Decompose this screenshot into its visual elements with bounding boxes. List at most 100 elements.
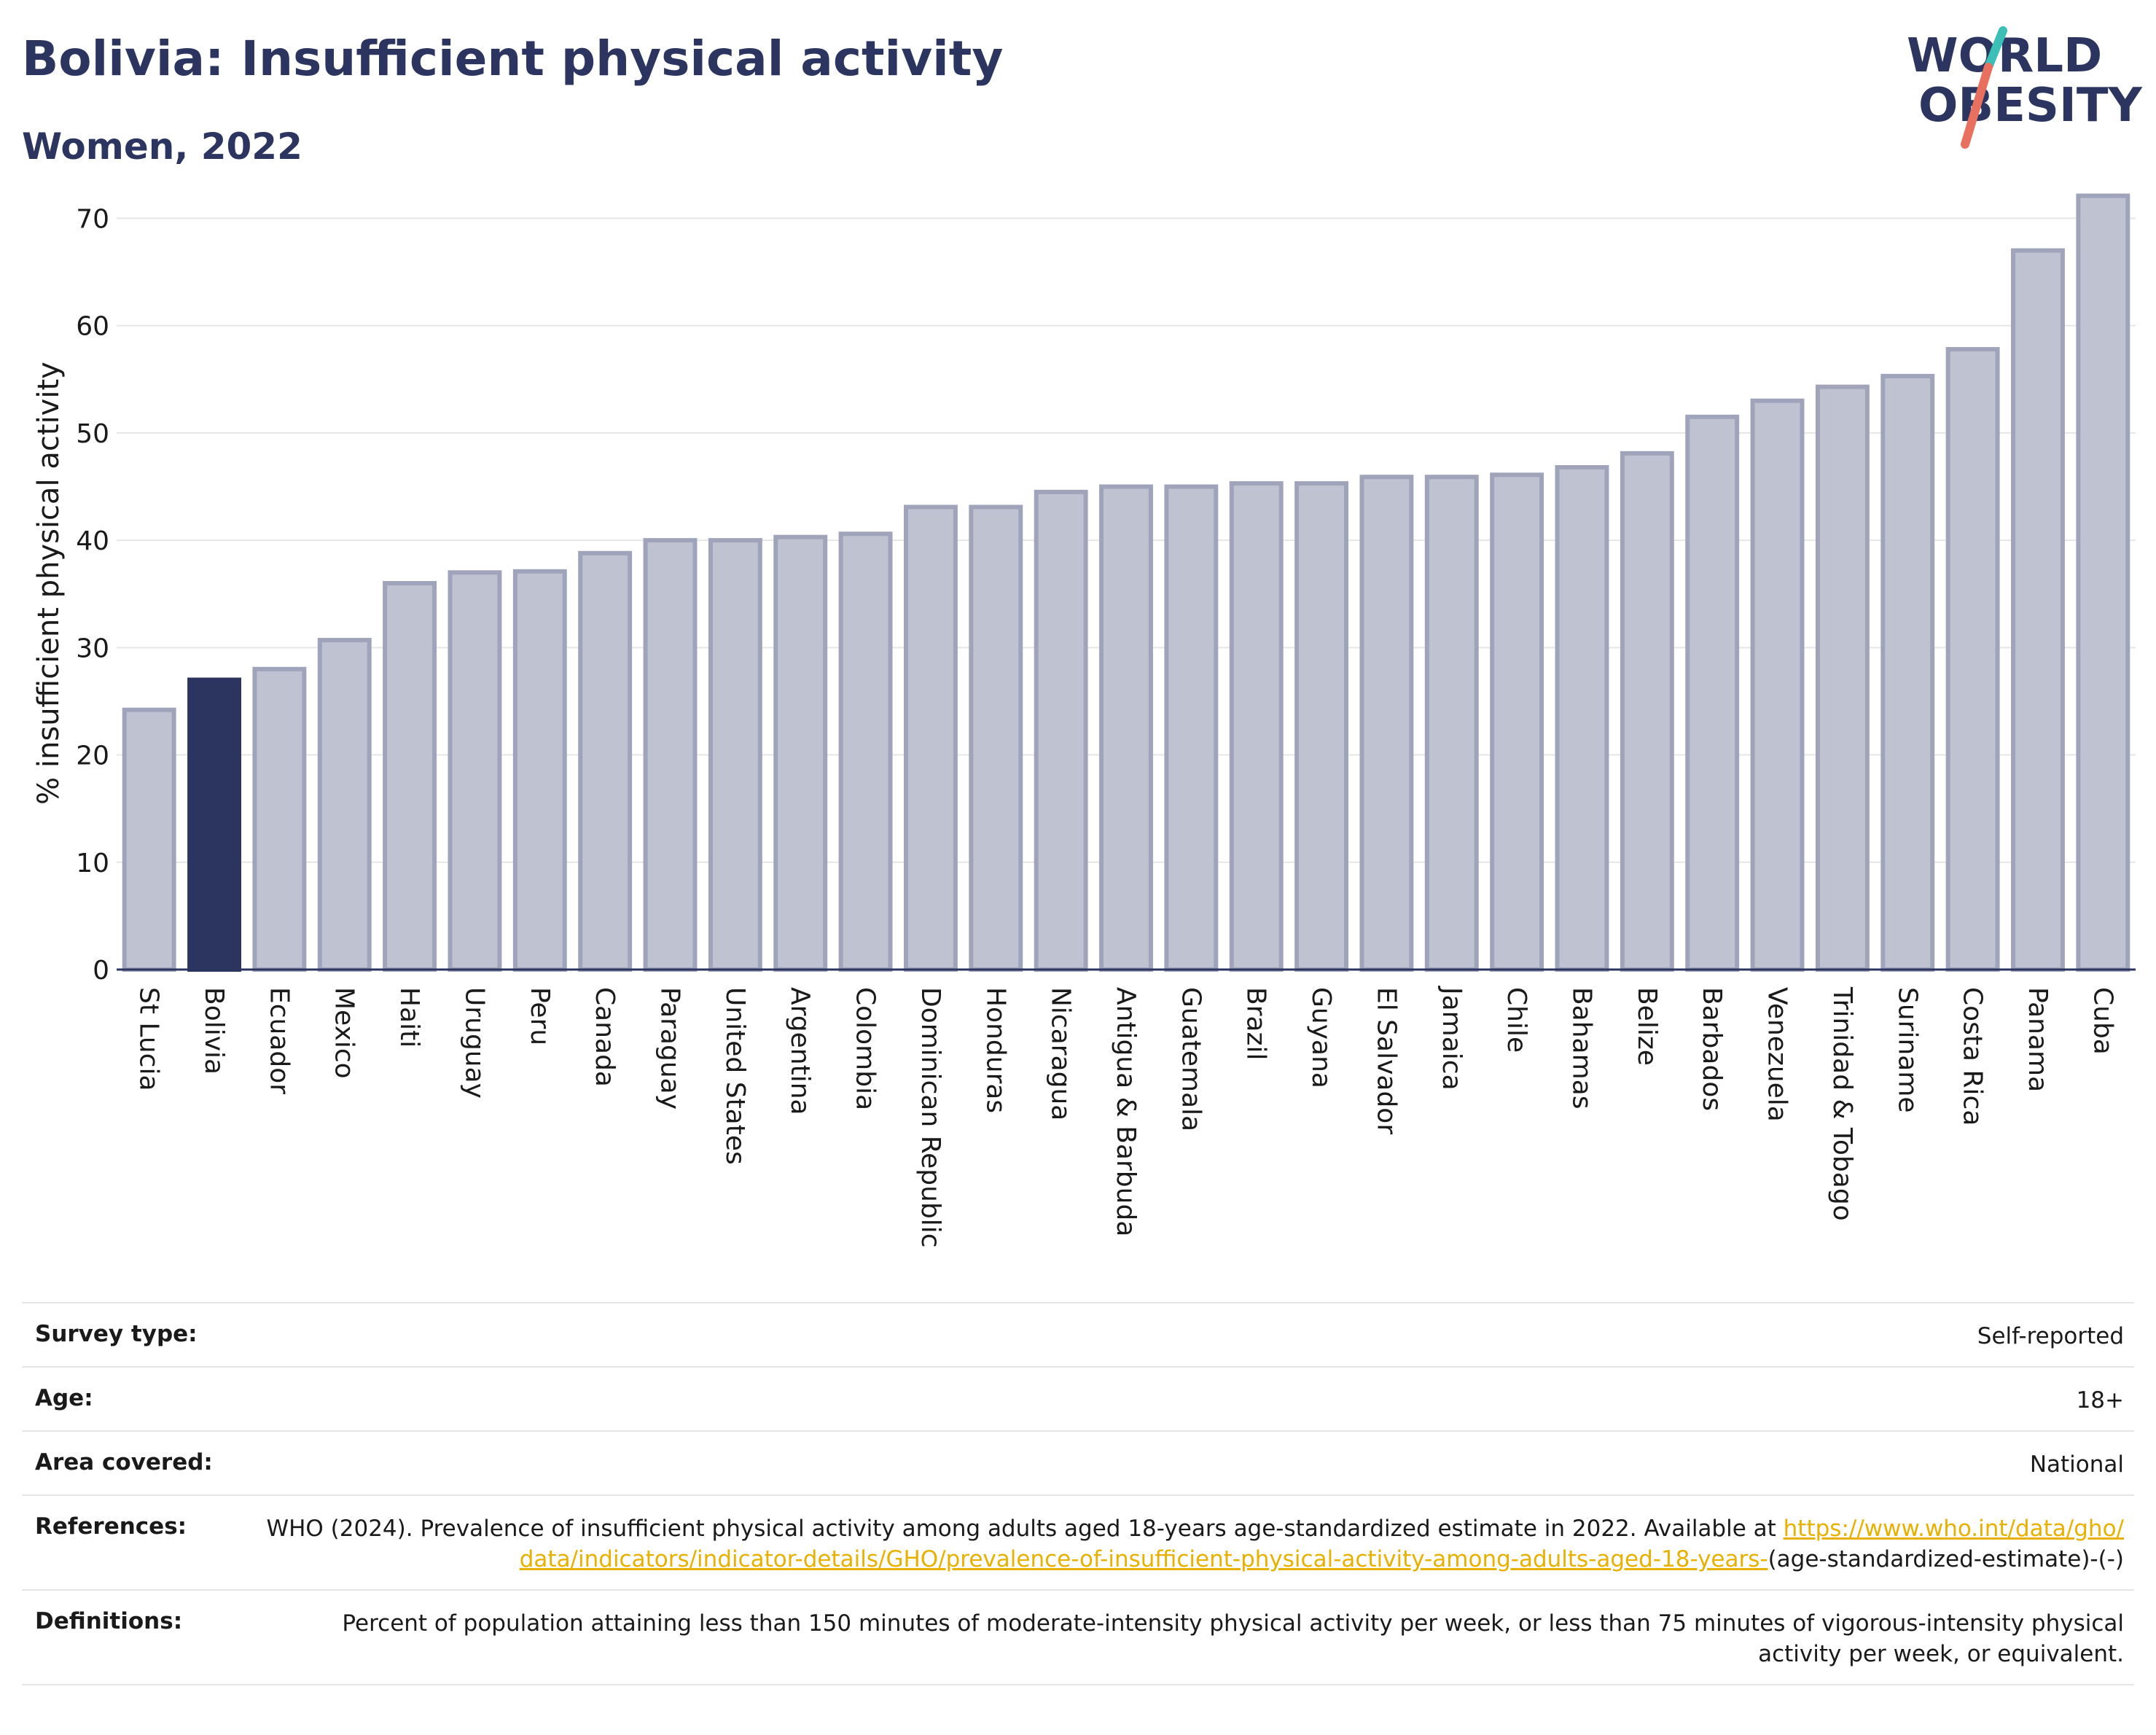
- logo-slash-teal: [1984, 26, 2007, 71]
- bar: [1294, 481, 1349, 972]
- definitions-value: Percent of population attaining less tha…: [342, 1610, 2124, 1667]
- bar: [969, 504, 1023, 972]
- x-category-label: Nicaragua: [1046, 987, 1076, 1120]
- x-category-label: St Lucia: [134, 987, 164, 1091]
- world-obesity-logo: WORLD OBESITY: [1907, 26, 2142, 149]
- x-category-label: United States: [720, 987, 750, 1165]
- x-axis-labels: St Lucia Bolivia Ecuador Mexico Haiti Uruguay…: [134, 986, 2118, 1248]
- bar: [903, 504, 958, 972]
- y-tick-label: 10: [76, 849, 109, 878]
- bar: [512, 569, 567, 972]
- bar: [1229, 481, 1284, 972]
- bar-highlighted: [187, 677, 241, 972]
- bar: [578, 550, 633, 972]
- references-text: WHO (2024). Prevalence of insufficient p…: [266, 1516, 1776, 1542]
- y-tick-label: 20: [76, 741, 109, 771]
- x-category-label: Belize: [1632, 987, 1662, 1066]
- chart-title: Bolivia: Insufficient physical activity: [22, 31, 1004, 87]
- x-category-label: Mexico: [329, 987, 359, 1079]
- x-category-label: Barbados: [1697, 987, 1727, 1111]
- x-category-label: Canada: [590, 987, 620, 1087]
- bar: [1424, 475, 1479, 972]
- x-category-label: Chile: [1501, 987, 1531, 1053]
- y-tick-label: 70: [76, 204, 109, 234]
- bar: [2011, 248, 2065, 972]
- y-tick-label: 0: [93, 956, 109, 986]
- x-category-label: Peru: [525, 987, 555, 1045]
- bar: [1490, 472, 1544, 972]
- x-category-label: Suriname: [1892, 987, 1922, 1113]
- bar: [773, 534, 828, 972]
- bar: [1945, 347, 2000, 972]
- x-category-label: Argentina: [785, 987, 815, 1115]
- bar: [1359, 475, 1414, 972]
- bar: [708, 538, 762, 972]
- x-category-label: Honduras: [980, 987, 1010, 1113]
- x-category-label: Bolivia: [199, 987, 229, 1075]
- y-tick-label: 50: [76, 419, 109, 449]
- x-category-label: Panama: [2023, 987, 2053, 1092]
- meta-row-references: References: WHO (2024). Prevalence of in…: [22, 1494, 2134, 1589]
- area-label: Area covered:: [35, 1449, 213, 1475]
- age-label: Age:: [35, 1385, 93, 1411]
- y-tick-label: 40: [76, 526, 109, 556]
- logo-slash-coral: [1961, 63, 1993, 149]
- survey-type-value: Self-reported: [1977, 1323, 2124, 1349]
- x-category-label: Venezuela: [1762, 987, 1792, 1122]
- bar-chart: 0 10 20 30 40 50 60 70 St Lucia Bolivia Ecuador Me…: [32, 193, 2136, 1248]
- chart-subtitle: Women, 2022: [22, 125, 302, 168]
- area-value: National: [2029, 1451, 2124, 1478]
- x-category-label: Costa Rica: [1958, 987, 1988, 1126]
- x-category-label: Bahamas: [1566, 987, 1596, 1110]
- bar: [1620, 451, 1674, 972]
- bar: [838, 531, 893, 972]
- references-link[interactable]: https://www.who.int/data/gho/data/indica…: [519, 1516, 2124, 1572]
- y-axis-title: % insufficient physical activity: [32, 362, 66, 805]
- references-value: WHO (2024). Prevalence of insufficient p…: [254, 1513, 2124, 1575]
- x-category-label: Uruguay: [459, 987, 489, 1099]
- references-suffix: (age-standardized-estimate)-(-): [1768, 1546, 2124, 1572]
- bar: [122, 707, 176, 972]
- bar: [1685, 414, 1740, 972]
- bar: [383, 581, 437, 972]
- x-category-label: Guatemala: [1176, 987, 1206, 1131]
- references-label: References:: [35, 1513, 187, 1540]
- x-category-label: Ecuador: [264, 987, 294, 1094]
- x-category-label: Brazil: [1241, 987, 1271, 1060]
- x-category-label: Dominican Republic: [915, 987, 945, 1248]
- y-tick-label: 60: [76, 312, 109, 342]
- x-category-label: Colombia: [851, 987, 880, 1110]
- bars: [122, 193, 2130, 972]
- survey-type-label: Survey type:: [35, 1321, 198, 1347]
- meta-row-age: Age: 18+: [22, 1366, 2134, 1430]
- x-category-label: Cuba: [2087, 987, 2117, 1055]
- bar: [2076, 193, 2130, 972]
- x-category-label: Guyana: [1306, 987, 1336, 1088]
- meta-row-area: Area covered: National: [22, 1430, 2134, 1494]
- bar: [1880, 373, 1935, 972]
- bar: [643, 538, 698, 972]
- age-value: 18+: [2076, 1387, 2124, 1414]
- bar: [448, 570, 502, 972]
- definitions-label: Definitions:: [35, 1608, 183, 1634]
- meta-row-definitions: Definitions: Percent of population attai…: [22, 1589, 2134, 1685]
- x-category-label: El Salvador: [1371, 987, 1401, 1134]
- bar: [1034, 489, 1088, 972]
- bar: [317, 638, 372, 972]
- bar: [252, 666, 307, 972]
- meta-row-survey-type: Survey type: Self-reported: [22, 1302, 2134, 1366]
- y-tick-label: 30: [76, 633, 109, 663]
- bar: [1815, 384, 1870, 972]
- bar: [1099, 484, 1153, 972]
- bar: [1164, 484, 1219, 972]
- metadata-table: Survey type: Self-reported Age: 18+ Area…: [22, 1302, 2134, 1685]
- bar: [1555, 465, 1609, 972]
- logo-word-obesity: OBESITY: [1918, 79, 2142, 133]
- x-category-label: Jamaica: [1437, 986, 1466, 1091]
- x-category-label: Antigua & Barbuda: [1111, 987, 1141, 1236]
- x-category-label: Trinidad & Tobago: [1827, 986, 1857, 1221]
- y-axis-ticks: 0 10 20 30 40 50 60 70: [76, 204, 109, 986]
- x-category-label: Paraguay: [655, 987, 685, 1110]
- x-category-label: Haiti: [394, 987, 424, 1048]
- bar: [1750, 398, 1805, 972]
